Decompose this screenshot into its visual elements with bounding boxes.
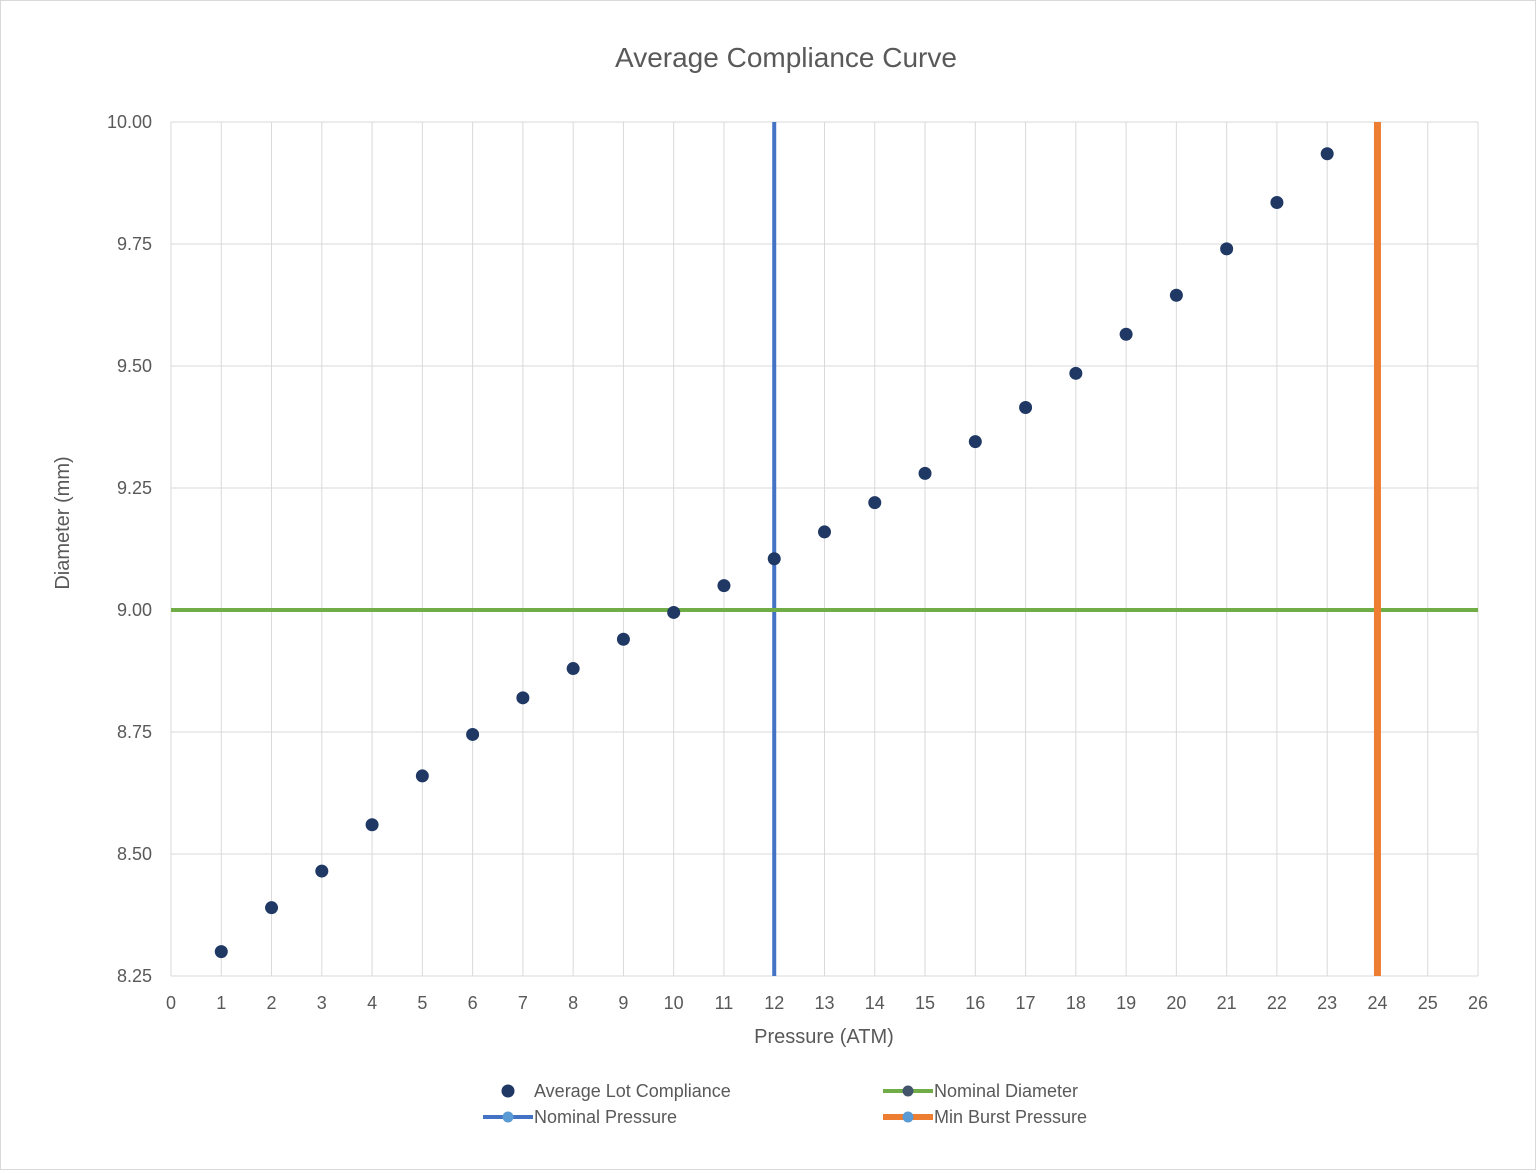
chart-title: Average Compliance Curve xyxy=(615,42,957,73)
x-tick-label: 20 xyxy=(1166,993,1186,1013)
x-tick-label: 26 xyxy=(1468,993,1488,1013)
data-point xyxy=(265,901,279,915)
x-tick-label: 10 xyxy=(664,993,684,1013)
data-point xyxy=(214,945,228,959)
data-point xyxy=(1019,400,1033,414)
x-tick-label: 6 xyxy=(468,993,478,1013)
x-tick-label: 17 xyxy=(1016,993,1036,1013)
y-tick-label: 9.50 xyxy=(117,356,152,376)
x-tick-label: 1 xyxy=(216,993,226,1013)
data-point xyxy=(717,579,731,593)
legend: Average Lot Compliance Nominal Diameter No… xyxy=(483,1081,1087,1127)
legend-marker xyxy=(902,1085,914,1097)
x-tick-label: 19 xyxy=(1116,993,1136,1013)
y-tick-labels: 8.25 8.50 8.75 9.00 9.25 9.50 9.75 10.00 xyxy=(107,112,152,986)
data-point xyxy=(1270,196,1284,210)
data-point xyxy=(1220,242,1234,256)
x-tick-label: 11 xyxy=(715,993,734,1013)
data-point xyxy=(415,769,429,783)
y-tick-label: 8.25 xyxy=(117,966,152,986)
x-tick-label: 5 xyxy=(417,993,427,1013)
data-point xyxy=(667,605,681,619)
x-tick-label: 24 xyxy=(1367,993,1387,1013)
y-tick-label: 9.25 xyxy=(117,478,152,498)
data-point xyxy=(1169,288,1183,302)
x-tick-label: 23 xyxy=(1317,993,1337,1013)
x-tick-label: 9 xyxy=(618,993,628,1013)
data-point xyxy=(1320,147,1334,161)
x-tick-label: 15 xyxy=(915,993,935,1013)
x-tick-label: 21 xyxy=(1217,993,1237,1013)
x-tick-label: 14 xyxy=(865,993,885,1013)
data-point xyxy=(818,525,831,539)
y-tick-label: 9.75 xyxy=(117,234,152,254)
legend-label: Nominal Pressure xyxy=(534,1107,677,1127)
x-tick-label: 8 xyxy=(568,993,578,1013)
data-point xyxy=(616,632,630,646)
legend-marker xyxy=(502,1111,514,1123)
y-tick-label: 8.50 xyxy=(117,844,152,864)
x-tick-label: 16 xyxy=(965,993,985,1013)
legend-label: Average Lot Compliance xyxy=(534,1081,731,1101)
legend-marker xyxy=(902,1111,914,1123)
x-tick-label: 22 xyxy=(1267,993,1287,1013)
x-tick-label: 25 xyxy=(1418,993,1438,1013)
data-point xyxy=(566,662,580,676)
y-tick-label: 8.75 xyxy=(117,722,152,742)
data-point xyxy=(1069,366,1083,380)
data-point xyxy=(918,466,932,480)
reference-lines xyxy=(171,122,1478,976)
data-point xyxy=(315,864,329,878)
x-tick-label: 7 xyxy=(518,993,528,1013)
y-axis-title: Diameter (mm) xyxy=(52,456,74,589)
x-axis-title: Pressure (ATM) xyxy=(754,1026,894,1048)
x-tick-label: 18 xyxy=(1066,993,1086,1013)
x-tick-labels: 0 1 2 3 4 5 6 7 8 9 10 11 12 13 14 15 16 17 18 19 20 21 22 23 24… xyxy=(166,993,1488,1013)
x-tick-label: 12 xyxy=(764,993,784,1013)
grid-lines xyxy=(170,121,1479,977)
x-tick-label: 4 xyxy=(367,993,377,1013)
x-tick-label: 3 xyxy=(317,993,327,1013)
y-tick-label: 9.00 xyxy=(117,600,152,620)
data-points xyxy=(214,147,1334,959)
legend-label: Nominal Diameter xyxy=(934,1081,1078,1101)
data-point xyxy=(466,727,480,741)
x-tick-label: 0 xyxy=(166,993,176,1013)
data-point xyxy=(516,691,530,705)
x-tick-label: 13 xyxy=(814,993,834,1013)
legend-label: Min Burst Pressure xyxy=(934,1107,1087,1127)
data-point xyxy=(1119,327,1133,341)
data-point xyxy=(868,496,882,510)
data-point xyxy=(365,818,379,832)
data-point xyxy=(968,435,982,449)
data-point xyxy=(767,552,781,566)
x-tick-label: 2 xyxy=(267,993,277,1013)
legend-marker xyxy=(501,1084,515,1098)
y-tick-label: 10.00 xyxy=(107,112,152,132)
